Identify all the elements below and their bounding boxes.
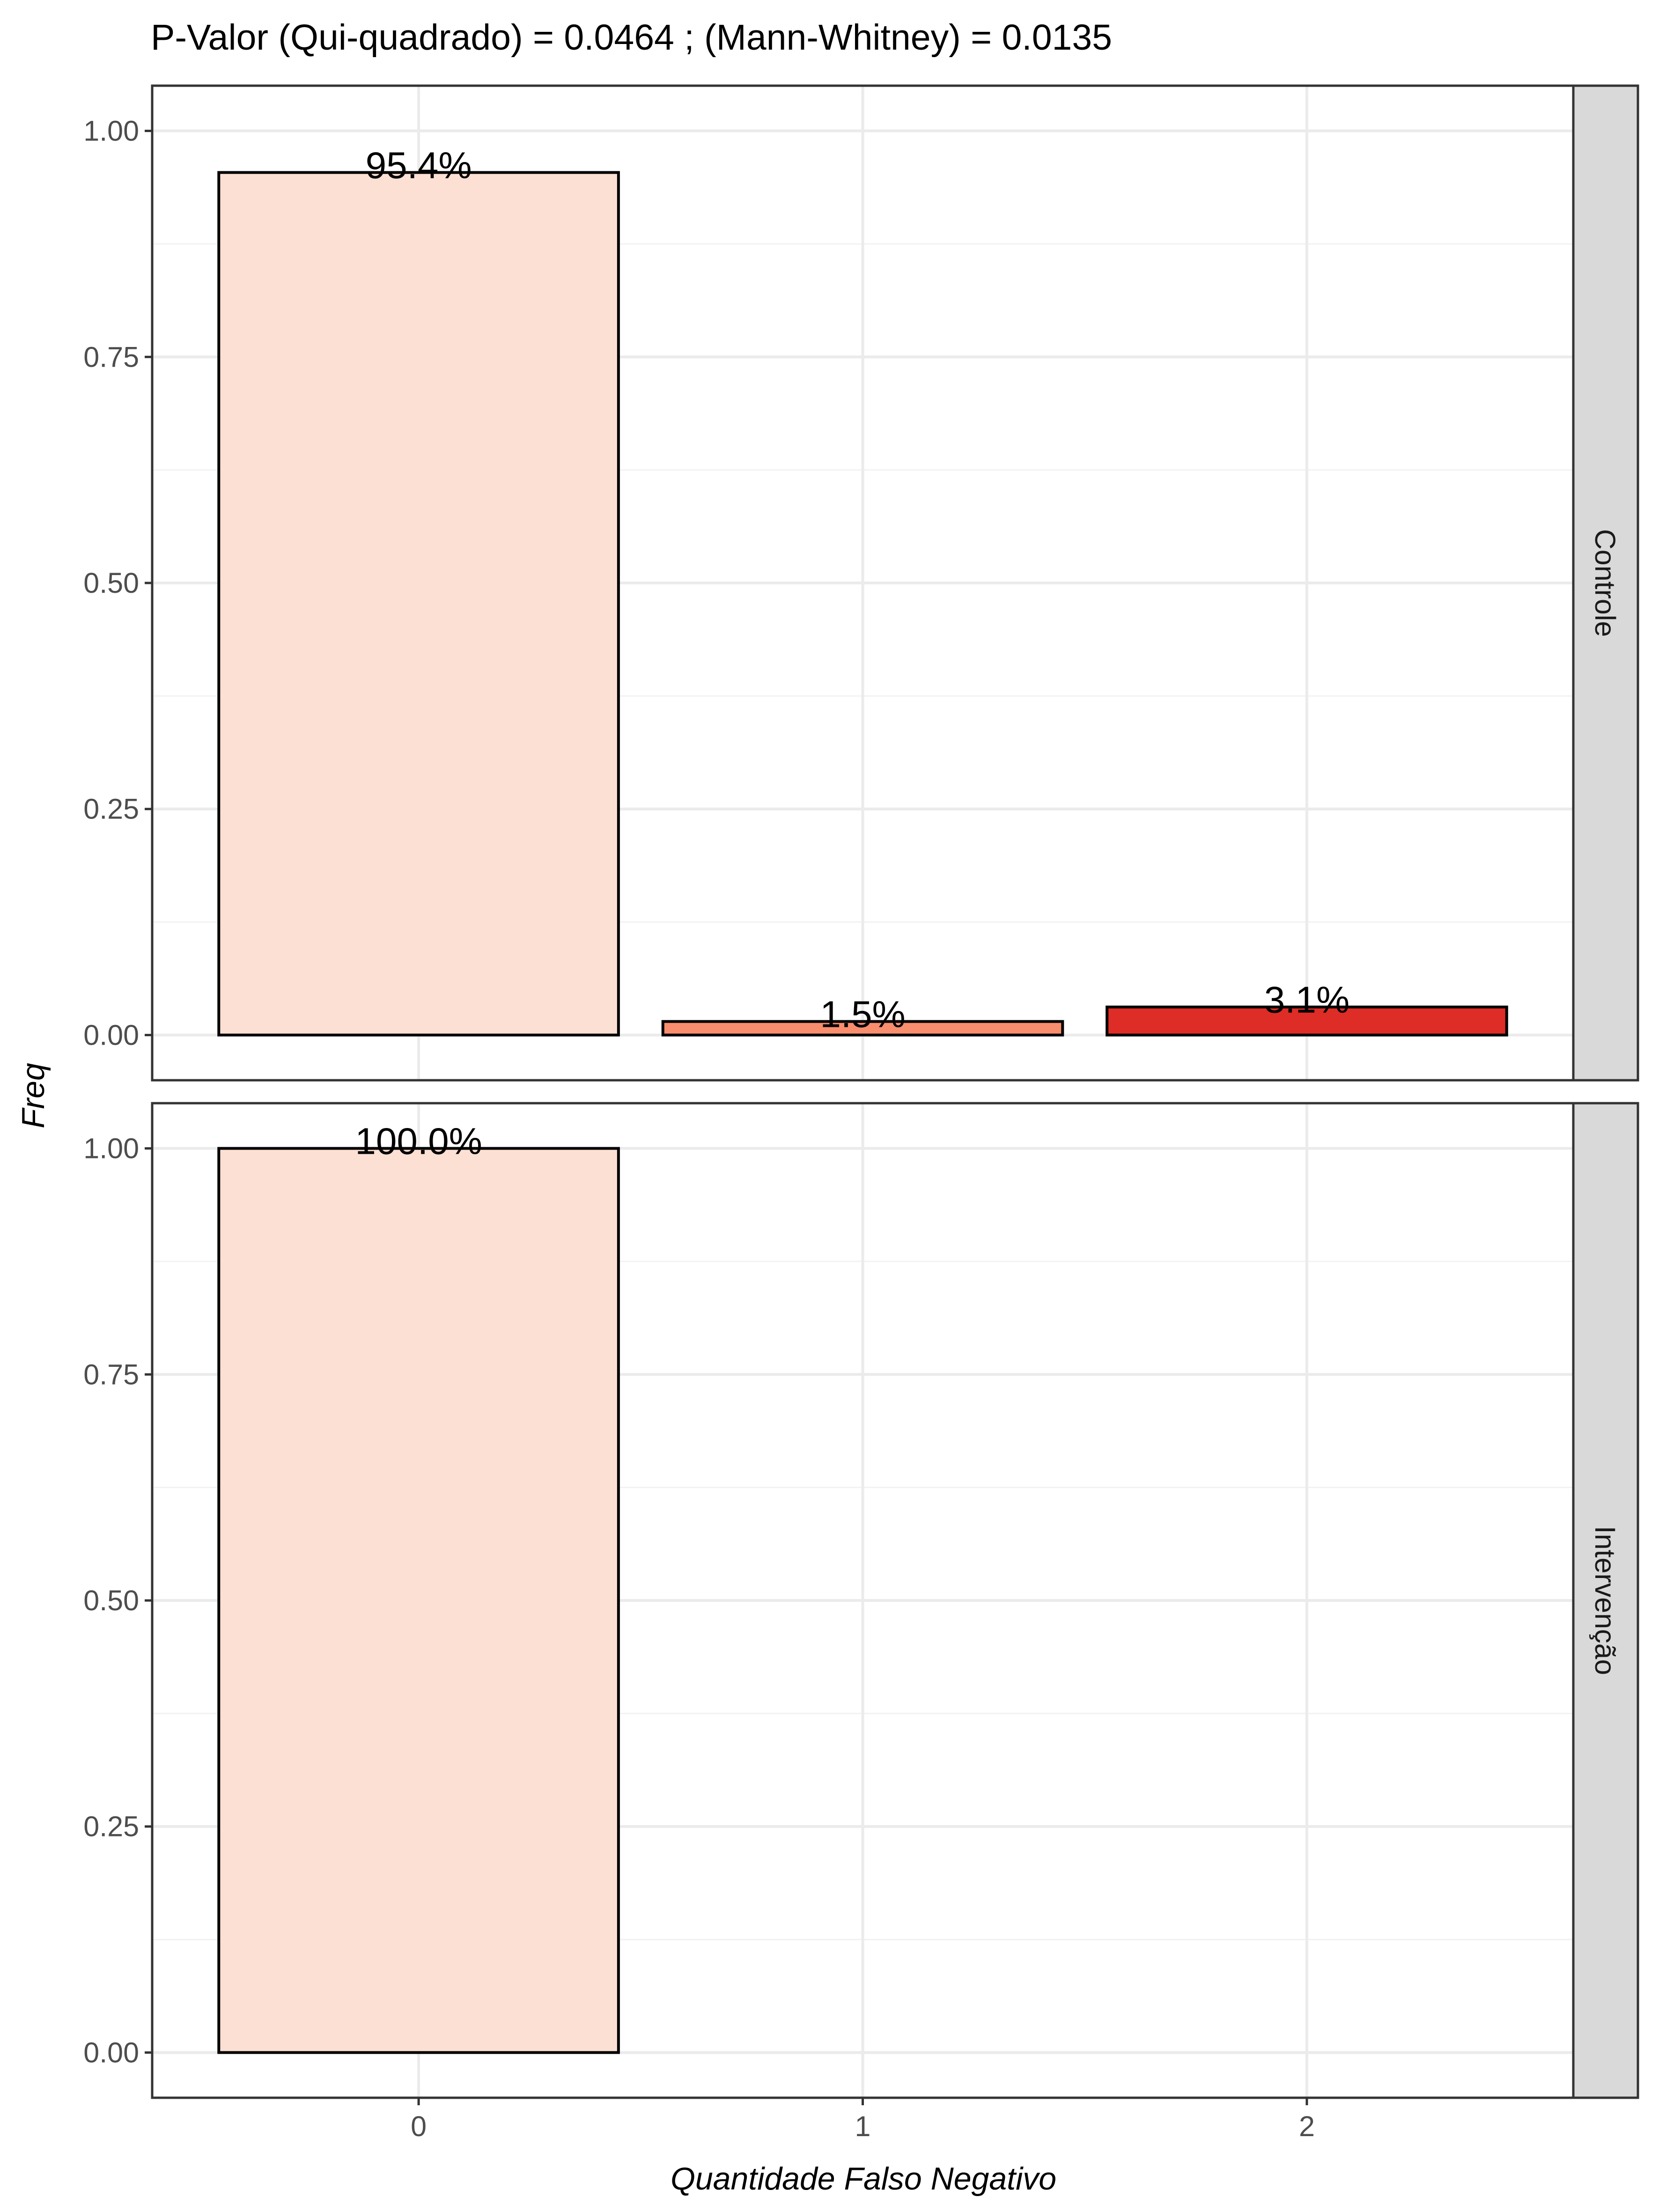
y-tick-label: 0.50 — [83, 567, 139, 599]
y-tick-label: 1.00 — [83, 115, 139, 147]
bar — [661, 1020, 1064, 1037]
bar — [1106, 1005, 1508, 1037]
bar — [217, 1147, 620, 2054]
bar-data-label: 3.1% — [1264, 979, 1349, 1021]
bar-data-label: 95.4% — [366, 144, 472, 186]
x-axis-ticks: 0 1 2 — [411, 2098, 1315, 2142]
y-tick-label: 0.50 — [83, 1585, 139, 1616]
x-axis-title: Quantidade Falso Negativo — [671, 2161, 1056, 2197]
x-tick-label: 2 — [1299, 2110, 1315, 2142]
y-tick-label: 0.25 — [83, 793, 139, 825]
x-tick-label: 1 — [855, 2110, 871, 2142]
facet-strip — [1572, 84, 1639, 1082]
y-tick-label: 0.75 — [83, 341, 139, 373]
bar-data-label: 1.5% — [820, 993, 905, 1035]
y-tick-label: 0.75 — [83, 1358, 139, 1390]
y-tick-label: 0.00 — [83, 2036, 139, 2068]
y-tick-label: 0.00 — [83, 1019, 139, 1051]
facet-strip-label: Controle — [1589, 529, 1621, 637]
chart-title: P-Valor (Qui-quadrado) = 0.0464 ; (Mann-… — [151, 17, 1112, 58]
y-tick-label: 0.25 — [83, 1811, 139, 1843]
bar-data-label: 100.0% — [355, 1121, 482, 1162]
facet-strip-label: Intervenção — [1589, 1526, 1621, 1675]
x-tick-label: 0 — [411, 2110, 427, 2142]
bar — [217, 171, 620, 1037]
facet-strip — [1572, 1102, 1639, 2099]
y-tick-label: 1.00 — [83, 1133, 139, 1165]
panel-1: 0.00 0.25 0.50 0.75 1.00 100.0% Intervenção — [83, 1102, 1639, 2099]
panels-layer: 0.00 0.25 0.50 0.75 1.00 95.4% 1.5% 3.1% Control… — [83, 84, 1639, 2099]
panel-0: 0.00 0.25 0.50 0.75 1.00 95.4% 1.5% 3.1% Control… — [83, 84, 1639, 1082]
y-axis-title: Freq — [15, 1063, 51, 1128]
